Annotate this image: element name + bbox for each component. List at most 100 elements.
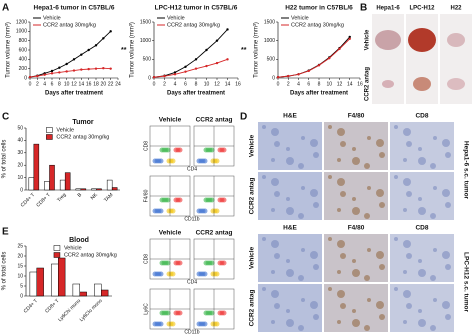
chart-title: Blood [69, 237, 89, 244]
flow-event [158, 321, 164, 327]
y-tick-label: 1500 [264, 19, 275, 25]
stain [337, 240, 345, 248]
y-tick-label: 40 [17, 138, 23, 144]
stain [337, 158, 341, 162]
column-label: Vehicle [159, 117, 182, 124]
stain [298, 325, 304, 331]
legend-label: Vehicle [167, 15, 185, 21]
x-axis-label: Days after treatment [290, 91, 348, 97]
x-tick-label: 4 [43, 81, 46, 87]
data-point [328, 57, 331, 60]
stain [352, 157, 360, 165]
flow-axis-label: Ly6C [143, 303, 149, 315]
stain [262, 287, 266, 291]
bar [80, 188, 87, 191]
stain [352, 319, 360, 327]
column-label: CD8 [415, 225, 428, 232]
data-point [173, 73, 177, 76]
legend-swatch [46, 134, 53, 140]
x-tick-label: 4 [174, 81, 177, 87]
y-tick-label: 800 [19, 38, 28, 44]
stain [340, 253, 346, 259]
stain [286, 207, 294, 215]
y-tick-label: 0 [20, 187, 23, 193]
stain [271, 208, 275, 212]
data-point [94, 67, 98, 70]
stain [286, 309, 290, 313]
data-point [87, 67, 90, 71]
series-line [29, 31, 111, 78]
x-tick-label: TAM [103, 192, 114, 203]
legend-label: Vehicle [56, 127, 74, 133]
stain [274, 303, 280, 309]
stain [352, 269, 360, 277]
stain [340, 303, 346, 309]
x-tick-label: 20 [101, 81, 107, 87]
flow-event [209, 260, 215, 266]
x-tick-label: 14 [79, 81, 85, 87]
data-point [152, 76, 156, 79]
stain [274, 141, 280, 147]
stain [298, 213, 304, 219]
stain [310, 189, 318, 197]
bar [101, 289, 109, 297]
stain [418, 319, 426, 327]
legend-label: CCR2 antag 30mg/kg [43, 22, 96, 28]
flow-event [158, 271, 164, 277]
data-point [80, 53, 83, 56]
stain [433, 248, 437, 252]
data-point [65, 70, 68, 73]
stain [418, 157, 426, 165]
stain [328, 237, 332, 241]
x-tick-label: 12 [337, 81, 343, 87]
photo [440, 14, 472, 104]
panel-label: C [2, 112, 9, 123]
stain [262, 237, 266, 241]
stain [403, 178, 411, 186]
x-tick-label: 18 [93, 81, 99, 87]
stain [337, 290, 345, 298]
legend-label: Vehicle [43, 15, 61, 21]
stain [379, 202, 385, 208]
x-tick-label: CD4+ T [23, 298, 39, 314]
data-point [276, 76, 280, 79]
data-point [87, 48, 90, 52]
flow-event [209, 310, 215, 316]
stain [364, 275, 370, 281]
series-line [153, 29, 228, 78]
stain [328, 175, 332, 179]
x-tick-label: 12 [214, 81, 220, 87]
x-tick-label: CD8+ T [44, 298, 60, 314]
data-point [317, 64, 321, 67]
stain [367, 248, 371, 252]
data-point [226, 28, 229, 31]
flow-event [177, 197, 183, 203]
stain [406, 191, 412, 197]
stain [394, 175, 398, 179]
y-tick-label: 0 [148, 75, 151, 81]
stain [418, 259, 422, 263]
stain [313, 264, 319, 270]
bar [111, 187, 118, 191]
stain [271, 320, 275, 324]
stain [337, 208, 341, 212]
flow-event [202, 158, 208, 164]
panel-label: B [360, 3, 367, 14]
series-line [153, 58, 228, 78]
data-point [348, 37, 351, 40]
stain [418, 147, 422, 151]
data-point [194, 67, 198, 70]
stain [286, 319, 294, 327]
column-label: H22 [450, 6, 462, 12]
column-label: H&E [283, 113, 297, 120]
bar [96, 188, 102, 191]
y-tick-label: 400 [19, 57, 28, 63]
stain [271, 178, 279, 186]
legend-label: CCR2 antag 30mg/kg [56, 134, 109, 140]
stain [352, 309, 356, 313]
data-point [58, 71, 61, 74]
flow-event [177, 260, 183, 266]
stain [379, 264, 385, 270]
x-tick-label: 10 [326, 81, 332, 87]
x-tick-label: 8 [58, 81, 61, 87]
